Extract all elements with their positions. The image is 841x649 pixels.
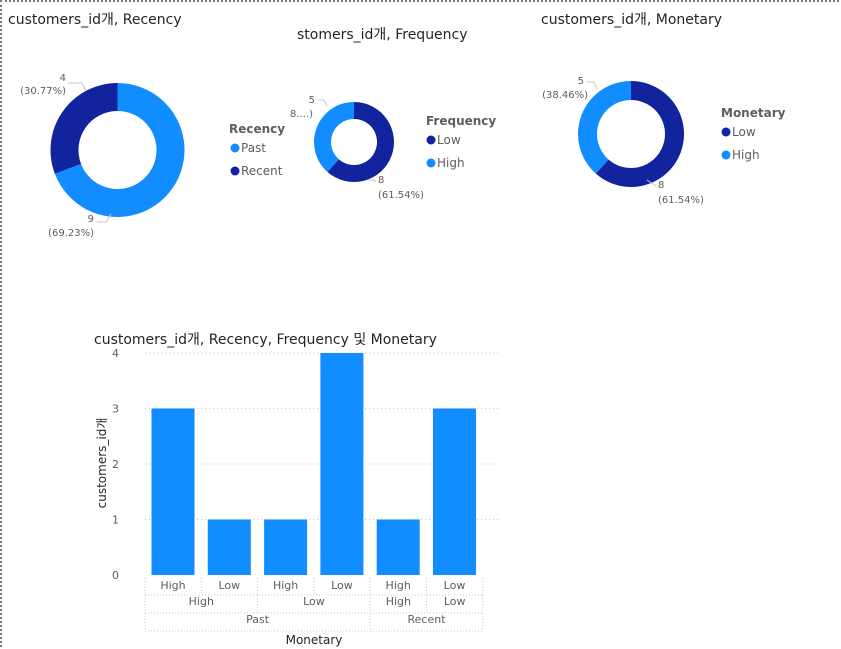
frequency-high-count-label: 5 [309,95,315,106]
donut-slice-low[interactable] [327,102,394,182]
bar-chart-title: customers_id개, Recency, Frequency 및 Mone… [94,332,437,348]
x-category-monetary: High [273,579,298,592]
x-category-monetary: High [160,579,185,592]
monetary-high-count-label: 5 [578,76,584,87]
frequency-high-percent-label: (38....) [290,109,313,120]
recency-past-percent-label: (69.23%) [48,228,94,239]
legend-marker-high [426,158,436,168]
x-category-recency: Recent [407,613,446,626]
x-category-frequency: High [386,595,411,608]
legend-marker-low [721,127,731,137]
frequency-donut-chart[interactable]: 5 (38....) 8 (61.54%) Frequency Low High [290,80,510,210]
legend-label-low[interactable]: Low [437,133,461,147]
legend-marker-low [426,135,436,145]
monetary-donut-slices[interactable] [577,81,684,188]
recency-donut-title: customers_id개, Recency [8,12,182,28]
x-category-recency: Past [246,613,270,626]
frequency-data-labels: 5 (38....) 8 (61.54%) [290,95,424,201]
bar-chart-x-axis: High Low High Low High Low High Low High Low Past R… [144,578,484,632]
bar[interactable] [320,353,364,575]
y-tick-label: 2 [112,458,119,471]
y-tick-label: 0 [112,569,119,582]
recency-data-labels: 4 (30.77%) 9 (69.23%) [20,73,112,239]
recency-legend[interactable]: Recency Past Recent [229,122,285,178]
bar-chart-x-axis-title: Monetary [286,633,343,647]
recency-recent-count-label: 4 [60,73,66,84]
frequency-low-percent-label: (61.54%) [378,190,424,201]
monetary-legend-title: Monetary [721,106,786,120]
frequency-legend-title: Frequency [426,114,496,128]
recency-donut-chart[interactable]: 4 (30.77%) 9 (69.23%) Recency Past Recen… [0,30,300,260]
bar-chart-y-axis-title: customers_id개 [95,418,109,509]
frequency-donut-title: stomers_id개, Frequency [297,27,468,43]
y-tick-label: 1 [112,514,119,527]
y-tick-label: 3 [112,403,119,416]
monetary-low-count-label: 8 [658,180,664,191]
x-category-monetary: Low [444,579,466,592]
bar-chart-y-axis: 0 1 2 3 4 [112,347,119,582]
monetary-low-percent-label: (61.54%) [658,195,704,206]
legend-label-high[interactable]: High [732,148,760,162]
donut-slice-high[interactable] [313,101,354,172]
x-category-frequency: High [189,595,214,608]
recency-legend-title: Recency [229,122,285,136]
monetary-data-labels: 5 (38.46%) 8 (61.54%) [542,76,704,206]
legend-label-high[interactable]: High [437,156,465,170]
frequency-low-count-label: 8 [378,175,384,186]
legend-marker-recent [230,166,240,176]
legend-label-past[interactable]: Past [241,141,266,155]
y-tick-label: 4 [112,347,119,360]
bar[interactable] [376,519,420,576]
x-category-monetary: High [386,579,411,592]
frequency-legend[interactable]: Frequency Low High [426,114,496,170]
legend-label-recent[interactable]: Recent [241,164,283,178]
donut-slice-past[interactable] [54,83,185,217]
bar[interactable] [433,408,476,576]
bar[interactable] [264,519,308,576]
bar[interactable] [151,408,195,576]
donut-slice-high[interactable] [577,81,631,174]
legend-marker-past [230,143,240,153]
legend-label-low[interactable]: Low [732,125,756,139]
monetary-legend[interactable]: Monetary Low High [721,106,786,162]
x-category-monetary: Low [218,579,240,592]
recency-past-count-label: 9 [88,214,94,225]
bar[interactable] [207,519,251,576]
monetary-donut-chart[interactable]: 5 (38.46%) 8 (61.54%) Monetary Low High [530,60,810,220]
bar-chart-bars[interactable] [151,353,477,576]
donut-slice-low[interactable] [595,81,684,188]
x-category-monetary: Low [331,579,353,592]
monetary-high-percent-label: (38.46%) [542,90,588,101]
x-category-frequency: Low [444,595,466,608]
bar-chart[interactable]: 0 1 2 3 4 High Low High Low High Low High Low High Lo… [80,340,520,649]
x-category-frequency: Low [303,595,325,608]
donut-slice-recent[interactable] [50,83,118,174]
recency-recent-percent-label: (30.77%) [20,86,66,97]
monetary-donut-title: customers_id개, Monetary [541,12,723,28]
legend-marker-high [721,150,731,160]
recency-donut-slices[interactable] [50,83,185,217]
frequency-donut-slices[interactable] [313,101,394,182]
